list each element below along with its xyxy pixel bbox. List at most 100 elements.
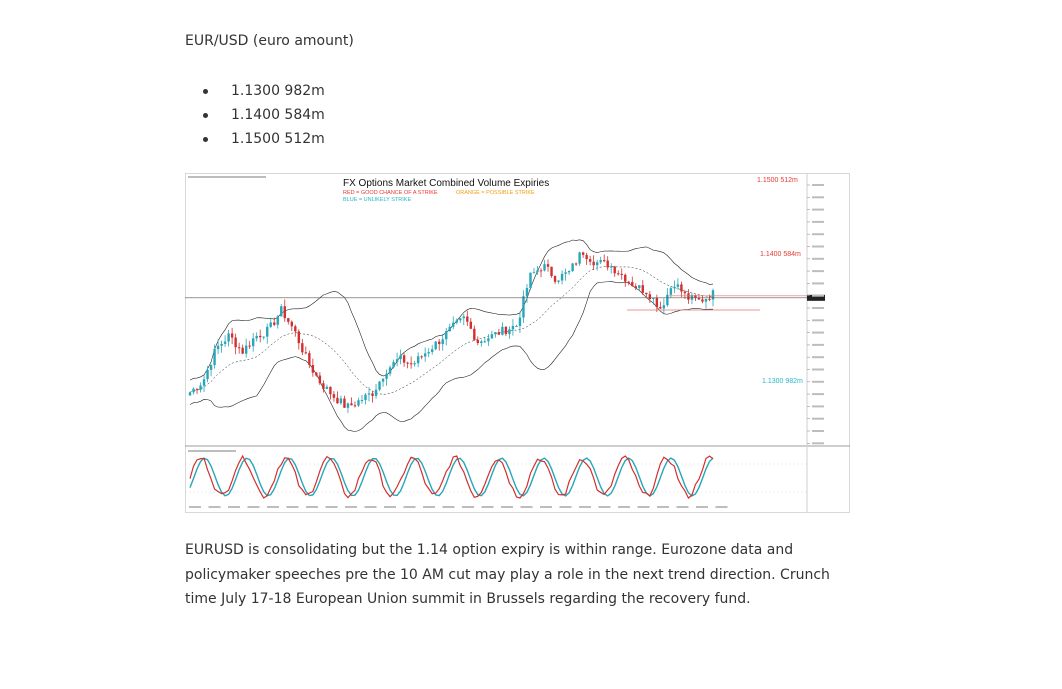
candle-body [315, 372, 318, 376]
bullet-icon [203, 89, 208, 94]
candle-body [617, 273, 620, 275]
time-tick-label [325, 506, 338, 508]
chart-frame [185, 173, 850, 513]
candle-body [595, 262, 599, 266]
candle-body [273, 322, 276, 325]
candle-body [476, 339, 480, 344]
candle-body [350, 403, 353, 406]
candle-body [701, 299, 704, 302]
price-tick-label [812, 184, 824, 186]
candle-body [578, 252, 581, 264]
stoch-signal-line [189, 457, 714, 497]
candle-body [536, 270, 539, 273]
stoch-main-line [189, 454, 714, 499]
candle-body [567, 271, 571, 273]
candle-body [395, 359, 399, 362]
strike-text: 1.1400 584m [231, 107, 325, 123]
candle-body [694, 295, 697, 298]
candle-body [648, 294, 652, 300]
candle-body [557, 280, 560, 282]
strike-label-1130: 1.1300 982m [762, 378, 803, 385]
price-tick-label [812, 331, 824, 334]
candle-body [230, 333, 234, 338]
candle-body [223, 341, 227, 344]
candle-body [634, 286, 637, 289]
time-tick-label [559, 506, 572, 508]
candle-body [610, 266, 613, 268]
candle-body [297, 331, 301, 344]
candle-body [301, 343, 304, 353]
candle-body [571, 263, 574, 272]
candle-body [504, 326, 508, 335]
section-heading: EUR/USD (euro amount) [185, 33, 354, 49]
candle-body [322, 383, 325, 389]
candle-body [652, 297, 655, 300]
time-tick-label [481, 506, 494, 508]
candle-body [192, 388, 195, 393]
time-tick-label [384, 506, 396, 508]
candle-body [406, 362, 409, 364]
candle-body [546, 264, 550, 267]
candle-body [209, 365, 213, 370]
candle-body [697, 297, 701, 300]
time-tick-label [189, 506, 201, 508]
candle-body [234, 337, 237, 348]
candle-body [220, 343, 223, 346]
price-tick-label [812, 233, 824, 236]
candle-body [508, 329, 511, 335]
candle-body [469, 321, 473, 329]
candle-body [343, 398, 346, 408]
candle-body [290, 321, 293, 327]
candle-body [402, 355, 406, 363]
candle-body [332, 394, 336, 398]
candle-body [339, 398, 343, 404]
price-tick-label [812, 245, 824, 248]
candle-body [487, 338, 490, 342]
candle-body [248, 345, 251, 347]
candle-body [423, 353, 427, 357]
candle-body [378, 381, 381, 390]
candle-body [669, 288, 673, 295]
price-tick-label [812, 356, 824, 359]
candle-body [673, 286, 676, 289]
candle-body [581, 252, 585, 255]
candle-body [708, 298, 711, 300]
chart-title: FX Options Market Combined Volume Expiri… [343, 178, 549, 189]
candle-body [585, 254, 588, 260]
candle-body [704, 298, 708, 302]
candle-body [676, 284, 680, 287]
candle-body [213, 349, 216, 366]
candle-body [564, 272, 567, 274]
candle-body [216, 345, 220, 350]
candle-body [473, 328, 476, 340]
time-tick-label [286, 506, 299, 508]
candle-body [501, 326, 504, 335]
candle-body [480, 341, 483, 344]
stoch-info-text [188, 450, 236, 452]
candle-body [399, 355, 402, 360]
price-tick-label [812, 343, 824, 346]
list-item: 1.1400 584m [203, 103, 325, 127]
chart-info-text [188, 176, 266, 178]
candle-body [620, 273, 623, 275]
candle-body [497, 332, 501, 335]
candle-body [283, 306, 286, 319]
candle-body [574, 263, 578, 265]
strike-list: 1.1300 982m 1.1400 584m 1.1500 512m [203, 79, 325, 151]
candle-body [532, 272, 536, 274]
price-tick-label [812, 196, 824, 199]
candle-body [409, 363, 413, 365]
candle-body [529, 272, 532, 289]
candle-body [206, 369, 209, 380]
candle-body [613, 266, 616, 274]
time-tick-label [364, 506, 377, 508]
candle-body [690, 295, 694, 300]
candle-body [269, 322, 272, 327]
time-tick-label [228, 506, 240, 508]
candle-body [490, 334, 494, 339]
candle-body [448, 326, 451, 332]
time-tick-label [403, 506, 416, 508]
legend-red: RED = GOOD CHANCE OF A STRIKE [343, 190, 438, 196]
price-tick-label [812, 417, 824, 420]
time-tick-label [462, 506, 474, 508]
